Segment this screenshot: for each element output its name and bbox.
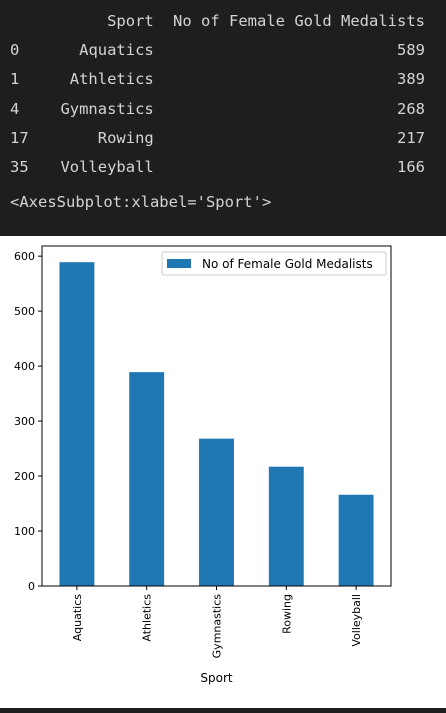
y-tick-label: 0 (28, 580, 35, 593)
bar-chart: 0 100 200 300 400 500 600 Aquatics Athletics Gym… (14, 245, 392, 685)
y-tick-label: 500 (14, 305, 35, 318)
row-sport: Athletics (69, 70, 154, 89)
x-tick-label: Rowing (280, 594, 293, 634)
row-index: 1 (10, 70, 20, 89)
row-sport: Aquatics (79, 40, 154, 59)
bar (338, 494, 374, 586)
cell-output-area: Sport No of Female Gold Medalists 0 Aqua… (0, 0, 446, 236)
bar (129, 372, 165, 586)
bar (268, 466, 304, 586)
cell-bottom-border (0, 708, 446, 713)
x-tick-label: Volleyball (350, 594, 363, 647)
row-sport: Volleyball (60, 158, 154, 177)
row-count: 217 (397, 128, 425, 147)
row-index: 35 (10, 158, 29, 177)
legend-label: No of Female Gold Medalists (202, 257, 373, 271)
table-header-row: Sport No of Female Gold Medalists (0, 6, 446, 35)
legend-box (161, 251, 387, 276)
x-tick-label: Aquatics (71, 594, 84, 641)
plot-output: 0 100 200 300 400 500 600 Aquatics Athletics Gym… (0, 236, 446, 708)
row-count: 589 (397, 40, 425, 59)
x-tick-label: Gymnastics (211, 594, 224, 659)
axes-frame (41, 245, 392, 587)
row-index: 0 (10, 40, 20, 59)
x-axis-label: Sport (200, 671, 233, 685)
bar (59, 262, 95, 586)
table-row: 35 Volleyball 166 (0, 152, 446, 181)
y-tick-label: 200 (14, 470, 35, 483)
row-count: 389 (397, 70, 425, 89)
legend: No of Female Gold Medalists (161, 251, 387, 276)
y-tick-label: 100 (14, 525, 35, 538)
row-index: 4 (10, 99, 20, 118)
row-count: 166 (397, 158, 425, 177)
y-tick-label: 400 (14, 360, 35, 373)
row-index: 17 (10, 128, 29, 147)
table-row: 1 Athletics 389 (0, 65, 446, 94)
x-tick-label: Athletics (141, 594, 154, 642)
y-tick-label: 300 (14, 415, 35, 428)
table-row: 0 Aquatics 589 (0, 35, 446, 64)
dataframe-table: Sport No of Female Gold Medalists 0 Aqua… (0, 6, 446, 182)
count-column-header: No of Female Gold Medalists (173, 11, 425, 30)
index-header (0, 6, 42, 35)
table-row: 17 Rowing 217 (0, 123, 446, 152)
y-tick-label: 600 (14, 250, 35, 263)
table-row: 4 Gymnastics 268 (0, 94, 446, 123)
axes-repr-text: <AxesSubplot:xlabel='Sport'> (10, 193, 272, 211)
row-count: 268 (397, 99, 425, 118)
legend-swatch (167, 259, 191, 268)
bar (199, 438, 234, 586)
sport-column-header: Sport (107, 11, 154, 30)
row-sport: Gymnastics (60, 99, 154, 118)
row-sport: Rowing (97, 128, 154, 147)
